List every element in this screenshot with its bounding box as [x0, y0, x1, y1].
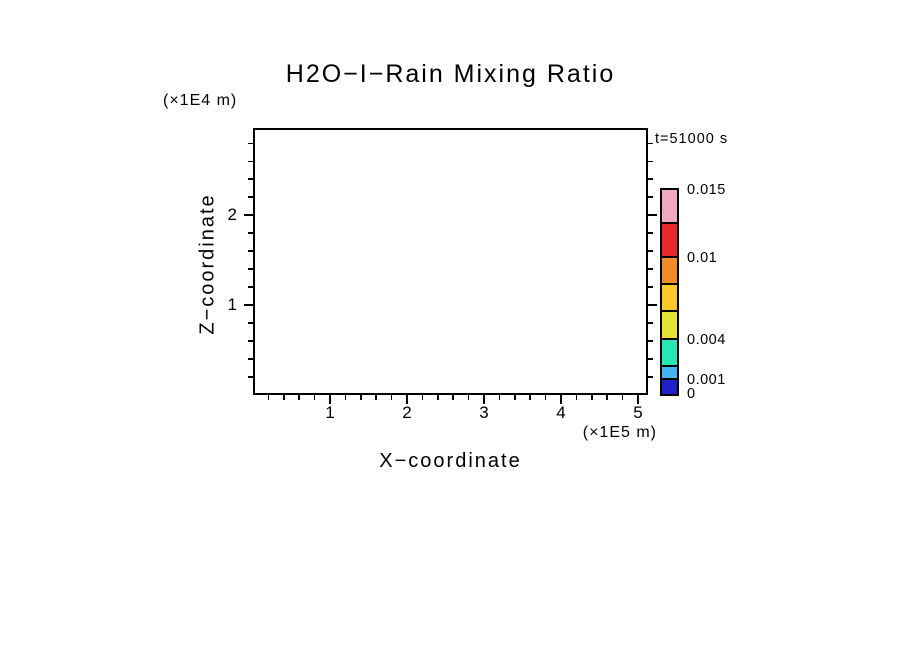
z-axis-minor-tick	[248, 376, 253, 378]
colorbar-tick-label: 0.015	[687, 182, 726, 198]
colorbar-tick-label: 0	[687, 386, 696, 402]
z-axis-minor-tick-right	[648, 340, 653, 342]
x-axis-major-tick	[328, 395, 331, 404]
x-axis-tick-label: 3	[479, 403, 489, 422]
z-axis-minor-tick-right	[648, 268, 653, 270]
x-axis-minor-tick	[283, 395, 285, 400]
x-axis-minor-tick	[298, 395, 300, 400]
x-axis-minor-tick	[544, 395, 547, 400]
z-axis-tick-label: 1	[227, 295, 237, 315]
z-axis-minor-tick	[248, 340, 253, 342]
z-axis-minor-tick	[248, 160, 253, 162]
z-axis-minor-tick	[248, 250, 253, 252]
z-axis-minor-tick-right	[648, 196, 653, 198]
chart-title: H2O−I−Rain Mixing Ratio	[285, 60, 616, 88]
z-axis-minor-tick	[248, 358, 253, 360]
z-axis-minor-tick	[248, 268, 253, 270]
colorbar-segment	[662, 224, 677, 258]
z-axis-minor-tick	[248, 142, 253, 145]
x-axis-tick-label: 5	[633, 403, 643, 422]
z-axis-unit-label: (×1E4 m)	[163, 92, 238, 109]
z-axis-minor-tick-right	[648, 142, 653, 145]
x-axis-minor-tick	[267, 395, 270, 400]
z-axis-minor-tick	[248, 322, 253, 324]
colorbar-segment	[662, 312, 677, 340]
time-annotation: t=51000 s	[655, 131, 729, 147]
colorbar-tick-label: 0.01	[687, 250, 718, 266]
x-axis-minor-tick	[575, 395, 578, 400]
x-axis-minor-tick	[452, 395, 454, 400]
z-axis-tick-label: 2	[227, 205, 237, 225]
colorbar-segment	[662, 339, 677, 367]
x-axis-minor-tick	[437, 395, 439, 400]
z-axis-minor-tick-right	[648, 358, 653, 360]
z-axis-major-tick	[244, 214, 253, 217]
x-axis-minor-tick	[498, 395, 501, 400]
x-axis-minor-tick	[313, 395, 316, 400]
x-axis-minor-tick	[591, 395, 593, 400]
colorbar-segment	[662, 258, 677, 286]
colorbar-segment	[662, 366, 677, 381]
z-axis-minor-tick-right	[648, 322, 653, 324]
z-axis-minor-tick	[248, 232, 253, 234]
x-axis-minor-tick	[390, 395, 393, 400]
z-axis-minor-tick-right	[648, 250, 653, 252]
x-axis-unit-label: (×1E5 m)	[582, 424, 657, 441]
x-axis-minor-tick	[529, 395, 531, 400]
x-axis-minor-tick	[421, 395, 424, 400]
z-axis-minor-tick-right	[648, 160, 653, 162]
z-axis-minor-tick-right	[648, 232, 653, 234]
z-axis-minor-tick-right	[648, 286, 653, 288]
x-axis-minor-tick	[344, 395, 347, 400]
x-axis-major-tick	[636, 395, 639, 404]
colorbar-segment	[662, 285, 677, 313]
z-axis-major-tick-right	[648, 214, 657, 217]
x-axis-major-tick	[482, 395, 485, 404]
z-axis-minor-tick	[248, 286, 253, 288]
colorbar-tick-label: 0.004	[687, 331, 726, 348]
z-axis-major-tick-right	[648, 304, 657, 307]
x-axis-major-tick	[559, 395, 562, 404]
z-axis-minor-tick-right	[648, 178, 653, 180]
x-axis-tick-label: 2	[402, 403, 412, 422]
z-axis-minor-tick	[248, 178, 253, 180]
z-axis-major-tick	[244, 304, 253, 307]
x-axis-major-tick	[405, 395, 408, 404]
colorbar-segment	[662, 190, 677, 224]
x-axis-minor-tick	[375, 395, 377, 400]
colorbar	[660, 188, 679, 396]
x-axis-minor-tick	[360, 395, 362, 400]
x-axis-tick-label: 1	[325, 403, 335, 422]
colorbar-segment	[662, 380, 677, 394]
x-axis-tick-label: 4	[556, 403, 566, 422]
x-axis-minor-tick	[514, 395, 516, 400]
z-axis-minor-tick	[248, 196, 253, 198]
z-axis-minor-tick-right	[648, 376, 653, 378]
plot-area	[253, 128, 648, 395]
x-axis-title: X−coordinate	[379, 450, 522, 472]
x-axis-minor-tick	[606, 395, 608, 400]
x-axis-minor-tick	[467, 395, 470, 400]
colorbar-tick-label: 0.001	[687, 372, 726, 389]
x-axis-minor-tick	[621, 395, 624, 400]
